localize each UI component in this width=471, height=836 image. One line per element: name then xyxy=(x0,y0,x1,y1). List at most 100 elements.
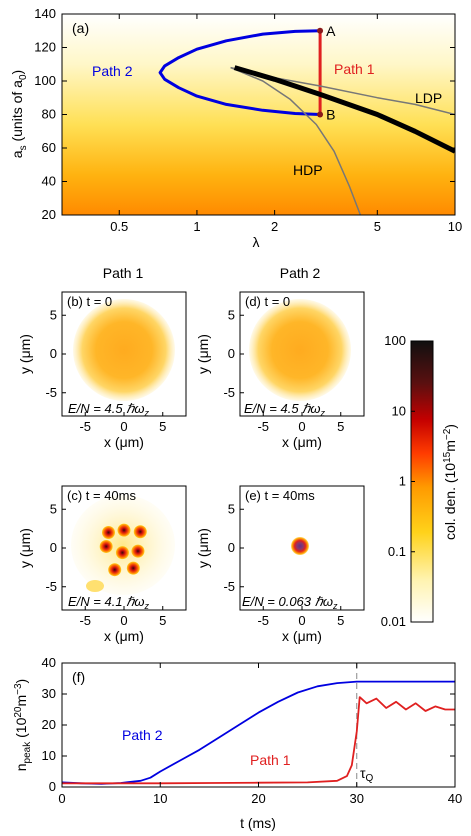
droplet xyxy=(102,526,115,539)
map-c-fragment xyxy=(86,580,104,592)
map-d-energy: E/N = 4.5 ℏωz xyxy=(244,401,326,418)
point-b-marker xyxy=(317,111,324,118)
map-xlabel: x (μm) xyxy=(104,434,144,450)
y-tick-label: 140 xyxy=(34,6,56,21)
y-tick-label: 60 xyxy=(42,140,56,155)
colorbar-tick-label: 100 xyxy=(384,333,406,348)
map-xlabel: x (μm) xyxy=(282,434,322,450)
panel-f-axis-ticks: 0 10 20 30 40 0 10 20 30 40 xyxy=(42,655,463,806)
x-tick-label: 40 xyxy=(448,791,462,806)
map-b-label: (b) t = 0 xyxy=(67,294,112,309)
density-maps: Path 1 Path 2 (b) t = 0 E/N = 4.5 ℏωz (d… xyxy=(17,265,458,644)
map-y-tick-label: -5 xyxy=(223,385,235,400)
map-ylabel: y (μm) xyxy=(195,528,211,568)
tau-q-label: τQ xyxy=(360,765,374,784)
map-y-tick-label: 5 xyxy=(228,307,235,322)
map-y-tick-label: 0 xyxy=(228,540,235,555)
map-b-energy: E/N = 4.5 ℏωz xyxy=(68,401,150,418)
map-c: (c) t = 40ms E/N = 4.1 ℏωz xyxy=(61,485,187,611)
map-x-tick-label: -5 xyxy=(79,419,91,434)
map-e-energy: E/N = 0.063 ℏωz xyxy=(242,594,338,611)
x-tick-label: 0.5 xyxy=(110,219,128,234)
map-x-tick-label: 0 xyxy=(298,613,305,628)
map-y-tick-label: -5 xyxy=(223,579,235,594)
series-path-2-line xyxy=(158,29,321,116)
panel-f-ylabel: npeak (1020m−3) xyxy=(13,679,33,771)
phase-region-background xyxy=(62,14,455,215)
map-d-label: (d) t = 0 xyxy=(245,294,290,309)
map-x-tick-label: 5 xyxy=(337,419,344,434)
map-x-tick-label: 5 xyxy=(337,613,344,628)
map-x-tick-label: -5 xyxy=(79,613,91,628)
map-x-tick-label: 0 xyxy=(120,419,127,434)
droplet xyxy=(131,544,145,558)
map-x-tick-label: -5 xyxy=(257,613,269,628)
droplet xyxy=(115,546,129,560)
y-tick-label: 20 xyxy=(42,207,56,222)
map-ylabel: y (μm) xyxy=(195,334,211,374)
map-d: (d) t = 0 E/N = 4.5 ℏωz xyxy=(239,291,365,418)
map-e-label: (e) t = 40ms xyxy=(245,488,315,503)
map-c-label: (c) t = 40ms xyxy=(67,488,136,503)
map-ylabel: y (μm) xyxy=(17,334,33,374)
droplet xyxy=(133,525,147,539)
panel-a-label: (a) xyxy=(72,20,89,36)
map-x-tick-label: 0 xyxy=(298,419,305,434)
droplet xyxy=(108,563,122,577)
map-x-tick-label: 5 xyxy=(159,613,166,628)
ldp-label: LDP xyxy=(415,90,442,106)
x-tick-label: 2 xyxy=(271,219,278,234)
y-tick-label: 120 xyxy=(34,40,56,55)
droplet xyxy=(99,539,113,553)
map-x-tick-label: 0 xyxy=(120,613,127,628)
map-x-tick-label: 5 xyxy=(159,419,166,434)
colorbar-tick-label: 0.01 xyxy=(381,614,406,629)
map-y-tick-label: 0 xyxy=(228,346,235,361)
map-b: (b) t = 0 E/N = 4.5 ℏωz xyxy=(61,291,187,418)
map-c-droplets xyxy=(99,523,147,577)
droplet xyxy=(117,523,131,537)
map-xlabel: x (μm) xyxy=(282,628,322,644)
map-y-tick-label: -5 xyxy=(45,385,57,400)
y-tick-label: 30 xyxy=(42,686,56,701)
panel-f-background xyxy=(62,663,455,787)
map-y-tick-label: 0 xyxy=(50,346,57,361)
panel-a-axis-ticks: 0.5 1 2 5 10 20 40 60 80 100 120 140 xyxy=(34,6,462,234)
hdp-label: HDP xyxy=(293,162,323,178)
colorbar: 100 10 1 0.1 0.01 col. den. (1015m−2) xyxy=(381,333,458,629)
path1-label-f: Path 1 xyxy=(250,752,291,768)
column-title-path1: Path 1 xyxy=(103,265,144,281)
column-title-path2: Path 2 xyxy=(280,265,321,281)
x-tick-label: 0 xyxy=(58,791,65,806)
droplet xyxy=(126,561,140,575)
path2-label-f: Path 2 xyxy=(122,727,163,743)
panel-f-label: (f) xyxy=(72,669,85,685)
y-tick-label: 80 xyxy=(42,107,56,122)
point-b-label: B xyxy=(326,107,335,123)
map-b-condensate xyxy=(73,299,175,401)
y-tick-label: 20 xyxy=(42,717,56,732)
map-e-droplet xyxy=(291,537,309,555)
path1-label-a: Path 1 xyxy=(334,61,375,77)
series-hdp-line xyxy=(230,66,362,215)
x-tick-label: 1 xyxy=(193,219,200,234)
y-tick-label: 40 xyxy=(42,174,56,189)
map-y-tick-label: 5 xyxy=(50,307,57,322)
colorbar-tick-label: 1 xyxy=(399,474,406,489)
y-tick-label: 0 xyxy=(49,779,56,794)
x-tick-label: 20 xyxy=(251,791,265,806)
map-xlabel: x (μm) xyxy=(104,628,144,644)
map-y-tick-label: 5 xyxy=(228,501,235,516)
series-path-2-line xyxy=(62,680,455,785)
y-tick-label: 100 xyxy=(34,73,56,88)
point-a-label: A xyxy=(326,23,336,39)
panel-a: 0.5 1 2 5 10 20 40 60 80 100 120 140 (a) A B Path 1… xyxy=(9,6,462,250)
map-e: (e) t = 40ms E/N = 0.063 ℏωz xyxy=(239,485,365,611)
map-y-tick-label: 0 xyxy=(50,540,57,555)
x-tick-label: 30 xyxy=(350,791,364,806)
map-y-tick-label: 5 xyxy=(50,501,57,516)
colorbar-ticks: 100 10 1 0.1 0.01 xyxy=(381,333,415,629)
map-x-tick-label: -5 xyxy=(257,419,269,434)
